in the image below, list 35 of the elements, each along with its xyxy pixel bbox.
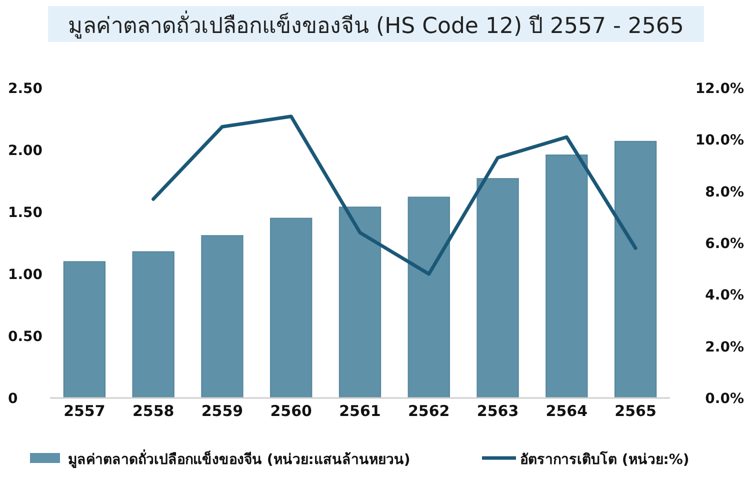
line-series <box>152 114 638 276</box>
y2-tick-label: 10.0% <box>695 132 744 149</box>
chart-title: มูลค่าตลาดถั่วเปลือกแข็งของจีน (HS Code 12) ปี 2557 - 2565 <box>68 10 684 39</box>
legend-label: มูลค่าตลาดถั่วเปลือกแข็งของจีน (หน่วย:แสนล้านหยวน) <box>68 449 410 468</box>
bar <box>132 251 174 398</box>
x-tick-label: 2560 <box>270 402 312 420</box>
bar <box>201 235 244 398</box>
y-tick-label: 2.00 <box>8 143 43 159</box>
y2-tick-label: 8.0% <box>705 184 744 200</box>
legend-label: อัตราการเติบโต (หน่วย:%) <box>520 450 690 468</box>
y2-tick-label: 6.0% <box>705 236 744 252</box>
bar <box>270 218 312 398</box>
bar <box>408 196 450 398</box>
bar <box>614 140 657 398</box>
y2-tick-label: 0.0% <box>705 391 744 407</box>
y-tick-label: 0 <box>8 391 18 407</box>
x-tick-label: 2561 <box>339 402 381 420</box>
y-tick-label: 1.50 <box>8 205 43 221</box>
y-tick-label: 1.00 <box>8 267 43 283</box>
x-tick-label: 2562 <box>408 402 450 420</box>
x-tick-label: 2558 <box>132 402 174 420</box>
x-tick-label: 2557 <box>64 402 106 420</box>
x-tick-label: 2565 <box>614 402 656 420</box>
bar <box>476 178 519 398</box>
x-tick-label: 2564 <box>546 402 588 420</box>
y2-tick-label: 12.0% <box>695 81 744 97</box>
y2-tick-label: 4.0% <box>705 288 744 304</box>
bar <box>63 261 106 398</box>
y-tick-label: 0.50 <box>8 329 43 345</box>
y-tick-label: 2.50 <box>8 81 43 97</box>
x-tick-label: 2559 <box>201 402 244 420</box>
bar <box>546 154 588 398</box>
y2-tick-label: 2.0% <box>705 339 744 356</box>
bar <box>338 206 382 398</box>
x-tick-label: 2563 <box>476 402 519 420</box>
